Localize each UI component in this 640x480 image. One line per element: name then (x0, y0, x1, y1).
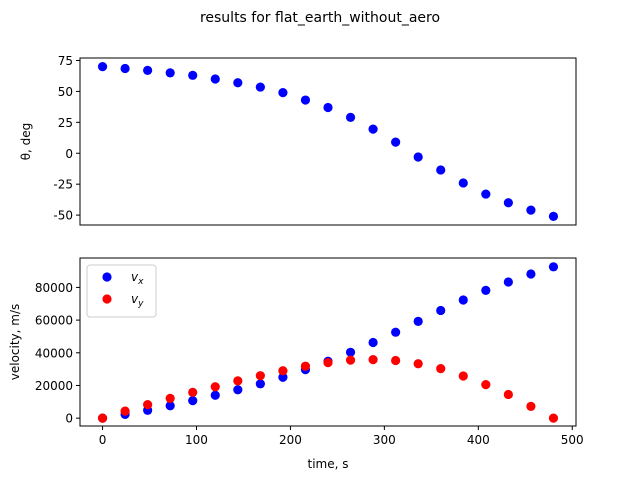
data-point-theta (300, 95, 311, 105)
x-tick-label: 500 (561, 433, 584, 447)
data-point-v-y (436, 364, 446, 374)
data-point-v-x (255, 379, 265, 389)
y-tick-label: 75 (58, 54, 73, 68)
y-tick-label: 0 (65, 412, 73, 426)
data-point-theta (255, 82, 265, 92)
data-point-v-y (323, 357, 333, 368)
y-tick-label: 40000 (35, 346, 73, 360)
data-point-theta (436, 165, 446, 175)
y-axis-label: velocity, m/s (8, 304, 22, 381)
data-point-v-x (278, 372, 288, 382)
data-point-theta (368, 124, 378, 134)
legend-marker (102, 294, 112, 304)
y-tick-label: -25 (53, 178, 73, 192)
data-point-v-x (345, 347, 356, 357)
data-point-v-y (233, 376, 243, 386)
x-tick-label: 300 (373, 433, 396, 447)
legend-box (86, 264, 157, 318)
data-point-theta (210, 74, 220, 84)
data-point-theta (413, 152, 423, 162)
data-point-v-y (458, 371, 468, 381)
data-point-v-y (255, 371, 265, 381)
legend-entry-symbol: v (131, 292, 139, 306)
x-tick-label: 200 (279, 433, 302, 447)
legend-entry-subscript: x (137, 277, 144, 287)
velocity-subplot: 0 20000 40000 60000 80000 0 100 200 300 400 500 vel… (8, 257, 584, 471)
data-point-v-y (526, 401, 536, 411)
data-point-theta (97, 62, 108, 72)
legend-entry: vy (131, 292, 144, 309)
data-point-v-x (548, 262, 559, 272)
y-axis-label: θ, deg (19, 123, 33, 161)
data-point-v-x (391, 327, 401, 337)
data-point-v-y (120, 406, 130, 416)
data-point-v-x (436, 305, 446, 316)
data-point-theta (143, 65, 153, 75)
data-point-v-y (548, 413, 559, 423)
x-tick-label: 100 (185, 433, 208, 447)
data-point-v-x (481, 285, 491, 295)
x-tick-label: 400 (467, 433, 490, 447)
axes-frame (79, 257, 577, 427)
data-point-v-y (300, 361, 311, 371)
data-point-v-x (165, 401, 175, 411)
data-point-v-y (188, 387, 198, 397)
data-point-v-x (458, 295, 468, 305)
data-point-v-y (210, 382, 220, 392)
data-point-v-x (503, 277, 513, 287)
data-point-v-y (368, 355, 378, 365)
data-point-theta (526, 205, 536, 215)
data-point-v-y (413, 359, 423, 369)
data-point-v-x (233, 385, 243, 395)
y-tick-label: 50 (58, 85, 73, 99)
data-point-v-x (188, 396, 198, 406)
data-point-v-x (526, 269, 536, 279)
data-point-theta (323, 102, 333, 113)
legend-entry-symbol: v (131, 270, 139, 284)
x-axis-label: time, s (308, 457, 349, 471)
data-point-v-y (97, 413, 108, 423)
legend-entry: vx (131, 270, 144, 287)
data-point-theta (503, 198, 513, 208)
data-point-theta (233, 78, 243, 88)
y-tick-label: 80000 (35, 281, 73, 295)
data-point-v-x (413, 316, 423, 327)
data-point-v-y (165, 393, 175, 403)
data-point-theta (278, 88, 288, 98)
figure-title: results for flat_earth_without_aero (200, 10, 440, 26)
data-point-theta (391, 137, 401, 147)
y-tick-label: 60000 (35, 314, 73, 328)
y-tick-label: 0 (65, 147, 73, 161)
data-point-v-y (278, 366, 288, 376)
y-tick-label: 20000 (35, 379, 73, 393)
data-point-v-y (345, 355, 356, 365)
data-point-theta (548, 211, 559, 221)
legend-marker (102, 272, 112, 282)
legend-entry-subscript: y (137, 299, 144, 309)
y-tick-label: -50 (53, 209, 73, 223)
data-point-v-y (391, 355, 401, 366)
data-point-v-x (368, 337, 378, 348)
data-point-theta (165, 68, 175, 78)
data-point-v-y (503, 389, 513, 400)
data-point-theta (458, 178, 468, 188)
data-point-v-y (143, 399, 153, 410)
data-point-theta (345, 112, 356, 122)
data-point-v-x (210, 390, 220, 400)
data-point-v-y (481, 380, 491, 390)
data-point-theta (481, 189, 491, 199)
axes-frame (79, 57, 577, 226)
data-point-theta (188, 70, 198, 80)
theta-subplot: -50 -25 0 25 50 75 θ, deg (19, 54, 577, 226)
x-tick-label: 0 (99, 433, 107, 447)
y-tick-label: 25 (58, 116, 73, 130)
data-point-theta (120, 63, 130, 74)
